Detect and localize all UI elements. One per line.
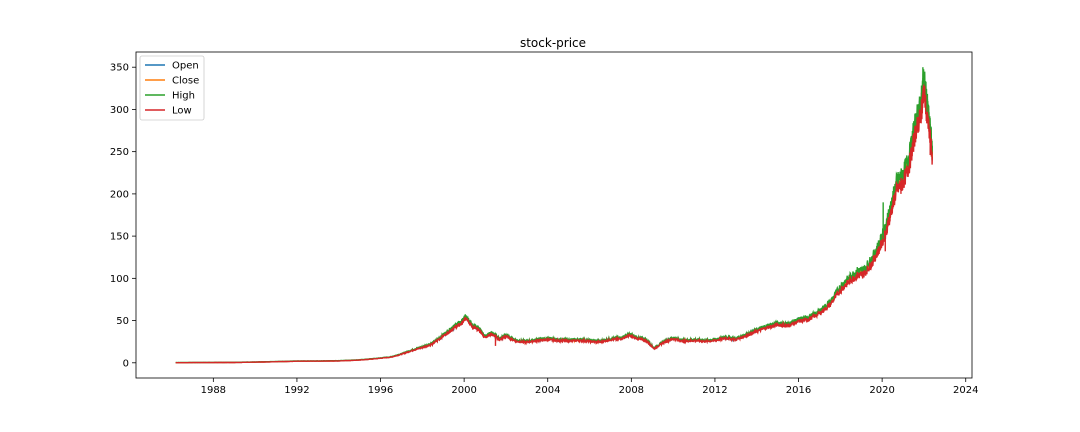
y-tick-label: 350 bbox=[110, 63, 129, 74]
plot-frame bbox=[135, 51, 973, 379]
line-open bbox=[175, 74, 933, 364]
legend-label-close: Close bbox=[172, 76, 199, 87]
y-tick-label: 0 bbox=[123, 358, 129, 369]
line-close bbox=[175, 76, 933, 364]
x-axis: 1988 1992 1996 2000 2004 2008 2012 2016 2020 2024 bbox=[201, 378, 978, 396]
x-tick-label: 2020 bbox=[869, 385, 894, 396]
plot-area bbox=[135, 51, 973, 379]
x-tick-label: 2012 bbox=[702, 385, 727, 396]
line-low bbox=[175, 83, 933, 364]
legend-label-high: High bbox=[172, 91, 195, 102]
y-axis: 0 50 100 150 200 250 300 350 bbox=[110, 63, 136, 369]
x-tick-label: 2016 bbox=[786, 385, 811, 396]
chart-title: stock-price bbox=[520, 36, 586, 50]
legend: Open Close High Low bbox=[139, 55, 205, 121]
y-tick-label: 150 bbox=[110, 232, 129, 243]
x-tick-label: 1996 bbox=[368, 385, 393, 396]
x-tick-label: 2024 bbox=[953, 385, 978, 396]
x-tick-label: 2004 bbox=[535, 385, 560, 396]
y-tick-label: 50 bbox=[116, 316, 129, 327]
legend-box bbox=[139, 55, 205, 121]
x-tick-label: 1988 bbox=[201, 385, 226, 396]
y-tick-label: 250 bbox=[110, 147, 129, 158]
x-tick-label: 1992 bbox=[284, 385, 309, 396]
legend-label-low: Low bbox=[172, 106, 192, 117]
legend-label-open: Open bbox=[172, 61, 199, 72]
y-tick-label: 200 bbox=[110, 189, 129, 200]
x-tick-label: 2008 bbox=[619, 385, 644, 396]
y-tick-label: 100 bbox=[110, 274, 129, 285]
y-tick-label: 300 bbox=[110, 105, 129, 116]
line-high bbox=[175, 69, 933, 364]
x-tick-label: 2000 bbox=[451, 385, 476, 396]
